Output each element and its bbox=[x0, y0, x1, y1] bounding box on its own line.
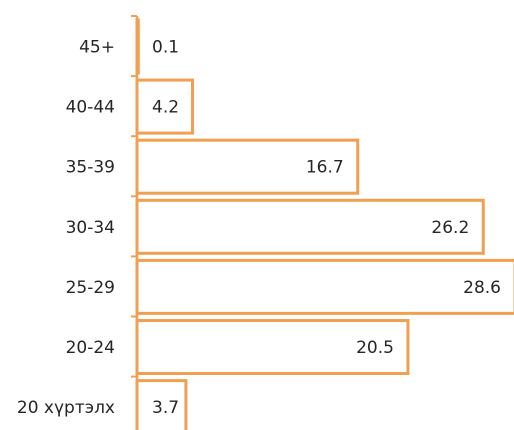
category-axis bbox=[131, 15, 139, 430]
value-label: 4.2 bbox=[152, 98, 179, 118]
category-label: 40-44 bbox=[66, 98, 115, 118]
value-labels: 0.1 4.2 16.7 26.2 28.6 20.5 3.7 bbox=[152, 38, 501, 419]
bar-25-29 bbox=[135, 258, 514, 315]
value-label: 16.7 bbox=[306, 158, 344, 178]
bar-35-39 bbox=[135, 138, 360, 195]
value-label: 20.5 bbox=[356, 338, 394, 358]
category-labels: 45+ 40-44 35-39 30-34 25-29 20-24 20 хүртэлх bbox=[17, 38, 115, 419]
category-label: 30-34 bbox=[66, 218, 115, 238]
category-label: 45+ bbox=[79, 38, 115, 58]
bars-group bbox=[135, 18, 514, 430]
category-label: 20-24 bbox=[66, 338, 115, 358]
category-label: 25-29 bbox=[66, 278, 115, 298]
value-label: 3.7 bbox=[152, 398, 179, 418]
value-label: 26.2 bbox=[431, 218, 469, 238]
value-label: 28.6 bbox=[463, 278, 501, 298]
category-label: 35-39 bbox=[66, 158, 115, 178]
bar-40-44 bbox=[135, 78, 195, 135]
category-label: 20 хүртэлх bbox=[17, 398, 115, 418]
value-label: 0.1 bbox=[152, 38, 179, 58]
